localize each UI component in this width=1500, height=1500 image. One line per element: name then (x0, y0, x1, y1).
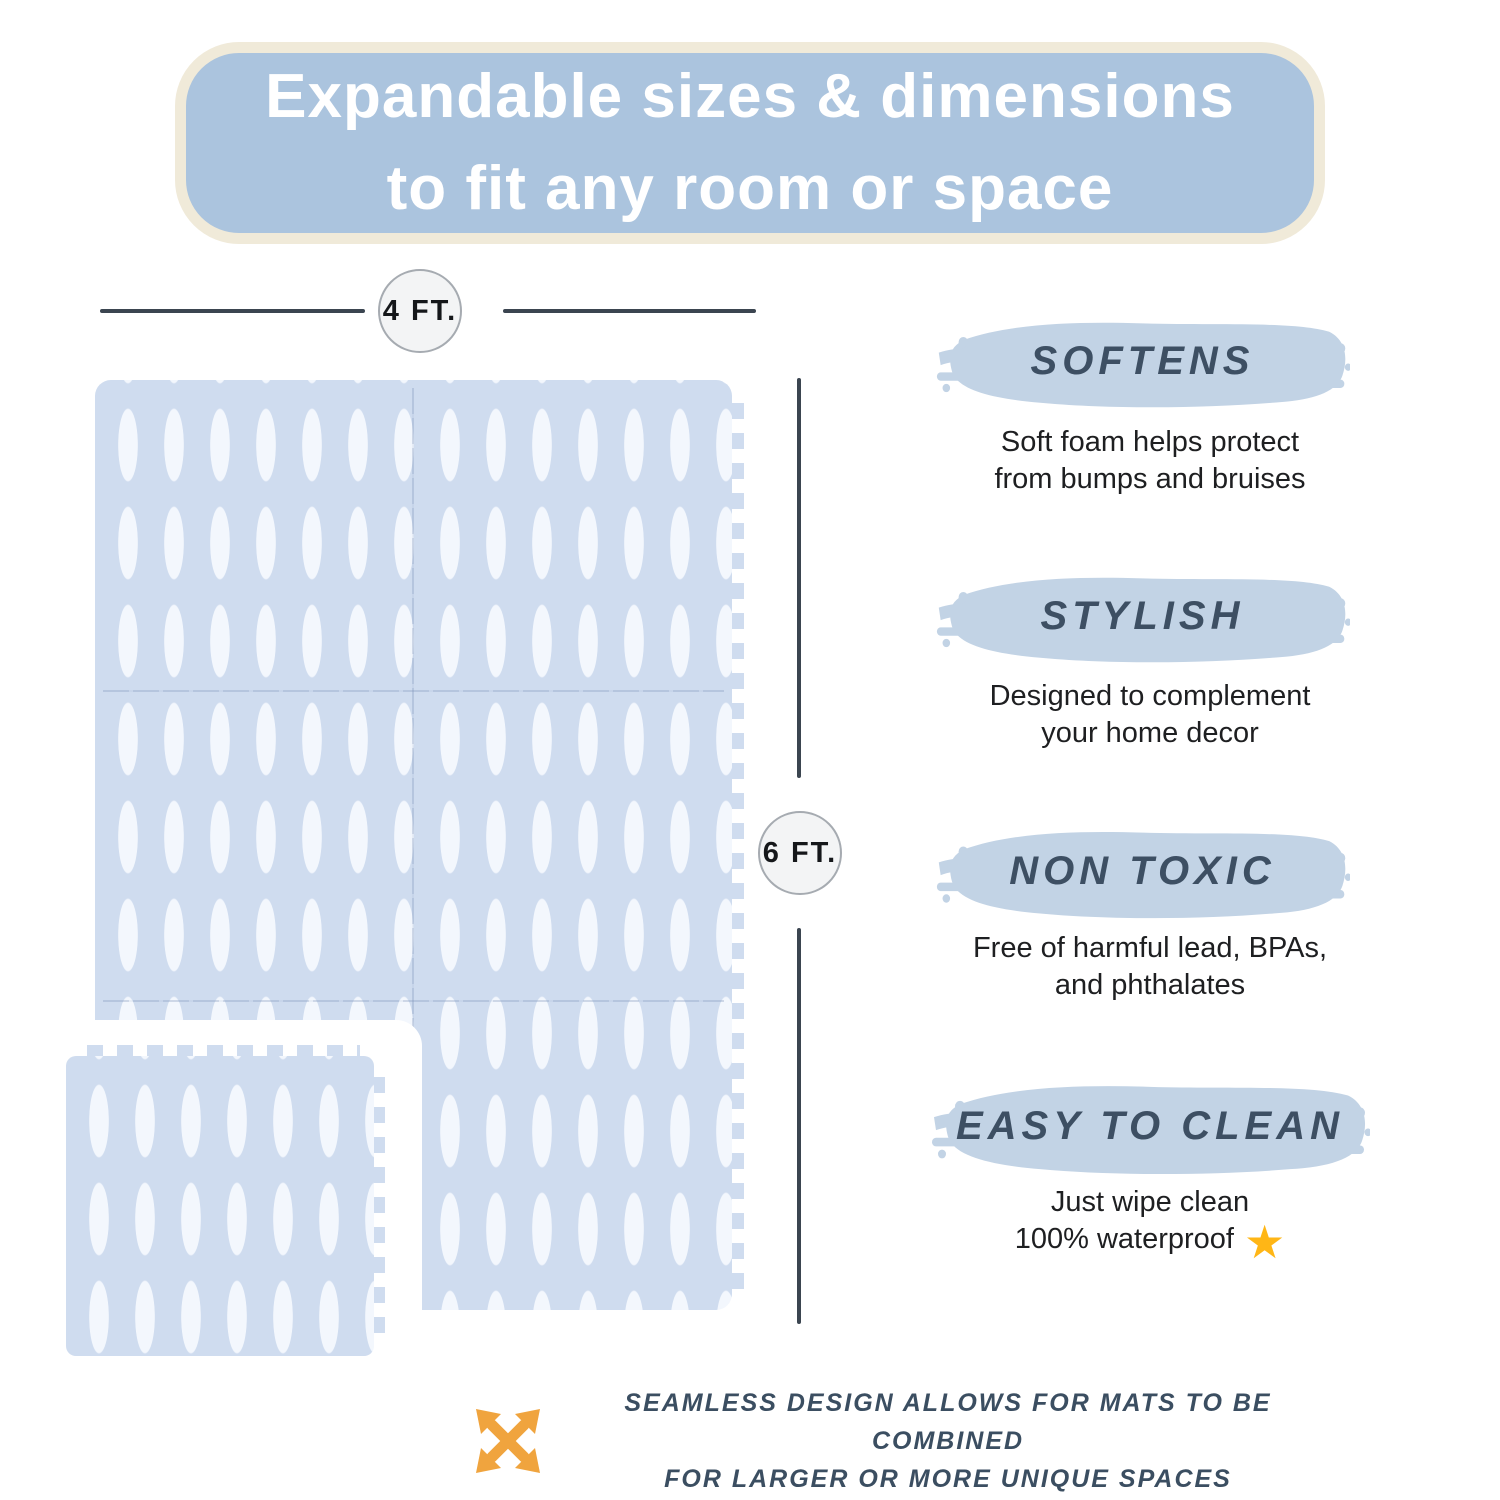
title-banner: Expandable sizes & dimensions to fit any… (175, 42, 1325, 244)
footer-line-2: FOR LARGER OR MORE UNIQUE SPACES (664, 1465, 1232, 1493)
feature-heading: SOFTENS (1030, 338, 1255, 383)
feature-heading: STYLISH (1040, 593, 1245, 638)
tile-puzzle-teeth-right (374, 1070, 385, 1342)
feature-body-line: Soft foam helps protect (1000, 426, 1300, 458)
feature-heading: NON TOXIC (1009, 848, 1276, 893)
feature-body-line: from bumps and bruises (994, 463, 1306, 495)
feature-body-stylish: Designed to complement your home decor (905, 678, 1395, 752)
feature-body-text: 100% waterproof (1014, 1223, 1234, 1255)
feature-banner-non-toxic: NON TOXIC (935, 822, 1350, 924)
star-icon: ★ (1244, 1216, 1286, 1268)
play-mat-tile-small-halo (30, 1020, 422, 1390)
width-dimension-text: 4 FT. (382, 294, 458, 327)
footer-note: SEAMLESS DESIGN ALLOWS FOR MATS TO BE CO… (468, 1384, 1328, 1498)
height-dimension-text: 6 FT. (762, 836, 838, 869)
feature-body-softens: Soft foam helps protect from bumps and b… (905, 424, 1395, 498)
mat-tile-seam-vertical (412, 388, 414, 1302)
feature-banner-softens: SOFTENS (935, 313, 1350, 413)
feature-body-line: Designed to complement (989, 680, 1311, 712)
footer-text: SEAMLESS DESIGN ALLOWS FOR MATS TO BE CO… (568, 1384, 1328, 1498)
height-dimension-label: 6 FT. (758, 811, 842, 895)
height-dimension-line-bottom (797, 928, 801, 1324)
width-dimension-label: 4 FT. (378, 269, 462, 353)
feature-banner-stylish: STYLISH (935, 568, 1350, 668)
mat-tile-seam-horizontal-1 (103, 690, 724, 692)
tile-puzzle-teeth-top (80, 1045, 360, 1056)
feature-body-line: your home decor (1041, 717, 1259, 749)
width-dimension-line-right (503, 309, 756, 313)
play-mat-tile-small (66, 1045, 385, 1356)
feature-body-line: Free of harmful lead, BPAs, (972, 932, 1328, 964)
feature-heading: EASY TO CLEAN (955, 1103, 1345, 1148)
feature-body-easy-to-clean: Just wipe clean 100% waterproof ★ (905, 1184, 1395, 1265)
height-dimension-line-top (797, 378, 801, 778)
expand-arrows-icon (476, 1409, 540, 1473)
feature-body-non-toxic: Free of harmful lead, BPAs, and phthalat… (905, 930, 1395, 1004)
feature-banner-easy-to-clean: EASY TO CLEAN (930, 1076, 1370, 1180)
title-line-2: to fit any room or space (386, 154, 1114, 223)
footer-line-1: SEAMLESS DESIGN ALLOWS FOR MATS TO BE CO… (624, 1389, 1272, 1455)
feature-body-line: 100% waterproof ★ (905, 1219, 1395, 1265)
feature-body-line: Just wipe clean (1050, 1186, 1250, 1218)
mat-tile-seam-horizontal-2 (103, 1000, 724, 1002)
title-line-1: Expandable sizes & dimensions (265, 62, 1235, 131)
feature-body-line: and phthalates (1054, 969, 1246, 1001)
mat-puzzle-teeth-right (732, 396, 744, 1294)
width-dimension-line-left (100, 309, 365, 313)
